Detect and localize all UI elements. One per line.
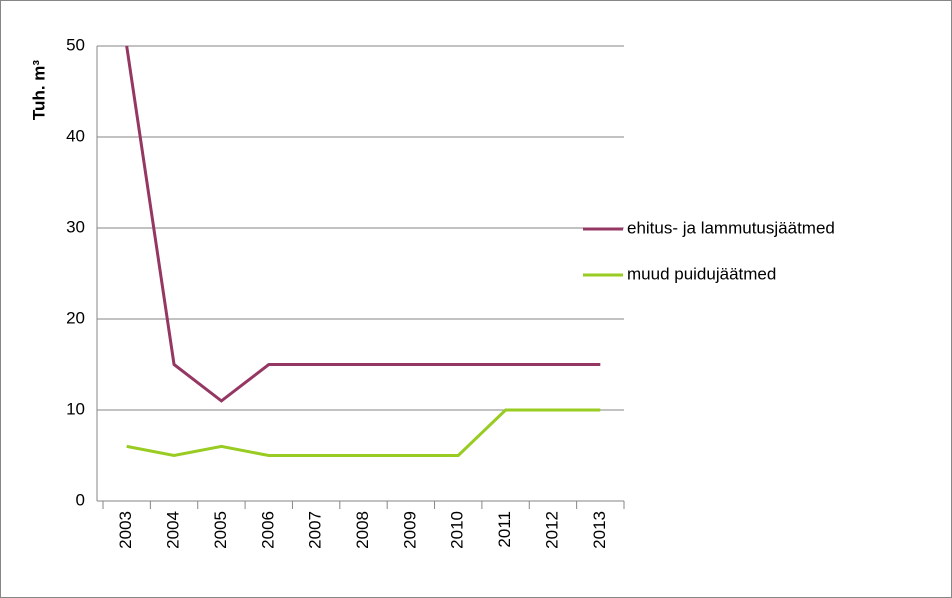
x-tick-label: 2012 xyxy=(542,511,561,549)
y-tick-label: 40 xyxy=(66,126,85,145)
y-tick-label: 0 xyxy=(76,490,85,509)
y-tick-label: 30 xyxy=(66,217,85,236)
x-tick-label: 2009 xyxy=(400,511,419,549)
x-tick-label: 2010 xyxy=(448,511,467,549)
y-tick-label: 20 xyxy=(66,308,85,327)
x-tick-label: 2007 xyxy=(306,511,325,549)
y-axis-title: Tuh. m³ xyxy=(29,60,48,120)
y-tick-label: 10 xyxy=(66,399,85,418)
x-tick-label: 2004 xyxy=(164,511,183,549)
legend-label: muud puidujäätmed xyxy=(627,264,776,283)
x-tick-label: 2008 xyxy=(353,511,372,549)
legend-label: ehitus- ja lammutusjäätmed xyxy=(627,218,835,237)
series-line xyxy=(125,45,601,403)
x-tick-label: 2003 xyxy=(116,511,135,549)
x-tick-label: 2011 xyxy=(495,511,514,548)
series-line xyxy=(126,408,601,458)
x-tick-label: 2013 xyxy=(590,511,609,549)
x-tick-label: 2005 xyxy=(211,511,230,549)
y-tick-label: 50 xyxy=(66,35,85,54)
x-tick-label: 2006 xyxy=(258,511,277,549)
